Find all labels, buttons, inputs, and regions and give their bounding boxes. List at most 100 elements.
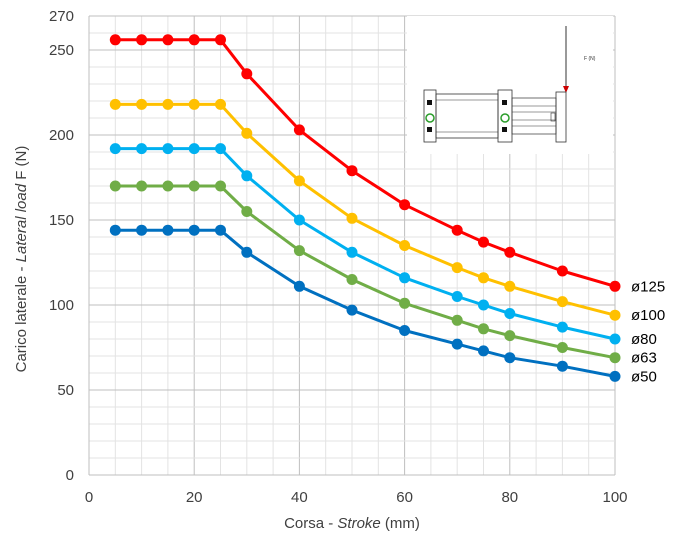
data-point <box>478 299 489 311</box>
data-point <box>215 224 226 236</box>
y-tick-label: 50 <box>57 382 74 399</box>
data-point <box>478 236 489 248</box>
series-ø125 <box>109 34 621 292</box>
port-icon <box>502 100 507 105</box>
force-arrow-head <box>563 86 569 93</box>
data-point <box>136 180 148 192</box>
y-tick-label: 150 <box>49 212 74 229</box>
y-tick-label: 100 <box>49 297 74 314</box>
port-circle-icon <box>500 113 510 123</box>
x-tick-label: 80 <box>501 489 518 506</box>
data-point <box>188 98 200 110</box>
rod-end <box>550 112 556 122</box>
series-label: ø80 <box>631 331 657 348</box>
data-point <box>293 214 305 226</box>
x-tick-label: 20 <box>186 489 203 506</box>
series-label: ø50 <box>631 368 657 385</box>
port-icon <box>427 100 432 105</box>
y-tick-label: 270 <box>49 8 74 25</box>
data-point <box>215 34 226 46</box>
series-label: ø100 <box>631 307 665 324</box>
data-point <box>215 180 226 192</box>
data-point <box>346 212 358 224</box>
data-point <box>451 291 463 302</box>
data-point <box>136 34 148 46</box>
series-ø50 <box>109 224 621 382</box>
x-tick-label: 0 <box>85 489 93 506</box>
data-point <box>451 262 463 274</box>
data-point <box>556 342 568 353</box>
port-circle-icon <box>425 113 435 123</box>
data-point <box>293 175 305 187</box>
data-point <box>399 272 411 284</box>
data-point <box>609 370 621 382</box>
data-point <box>346 246 358 258</box>
y-tick-label: 0 <box>66 467 74 484</box>
data-point <box>215 143 226 155</box>
x-tick-label: 60 <box>396 489 413 506</box>
data-point <box>609 333 621 345</box>
data-point <box>451 224 463 236</box>
data-point <box>451 314 463 326</box>
inset-background <box>407 16 613 154</box>
data-point <box>556 321 568 333</box>
data-point <box>136 98 148 110</box>
data-point <box>504 246 516 258</box>
data-point <box>556 265 568 277</box>
data-point <box>241 246 253 258</box>
data-point <box>188 224 200 236</box>
data-point <box>241 127 253 139</box>
port-icon <box>502 127 507 132</box>
data-point <box>188 143 200 155</box>
x-tick-labels: 0 20 40 60 80 100 <box>85 489 628 506</box>
data-point <box>162 180 174 192</box>
force-label: F (N) <box>584 56 596 62</box>
data-point <box>399 325 411 336</box>
data-point <box>241 206 253 217</box>
data-point <box>109 180 121 192</box>
series-ø63 <box>109 180 621 364</box>
data-point <box>293 124 305 136</box>
data-point <box>188 34 200 46</box>
data-point <box>136 224 148 236</box>
data-point <box>162 98 174 110</box>
data-point <box>293 245 305 257</box>
y-tick-label: 250 <box>49 42 74 59</box>
data-point <box>346 304 358 316</box>
data-point <box>346 274 358 285</box>
data-point <box>136 143 148 155</box>
data-point <box>162 143 174 155</box>
series-layer <box>109 34 621 382</box>
port-icon <box>427 127 432 132</box>
data-point <box>478 323 489 335</box>
data-point <box>609 309 621 321</box>
cylinder-inset-diagram: F (N) <box>407 16 613 154</box>
data-point <box>451 338 463 350</box>
data-point <box>504 280 516 292</box>
data-point <box>609 352 621 364</box>
data-point <box>241 170 253 182</box>
y-tick-label: 200 <box>49 127 74 144</box>
data-point <box>399 240 411 251</box>
data-point <box>188 180 200 192</box>
x-axis-title: Corsa - Stroke (mm) <box>284 515 420 532</box>
data-point <box>241 68 253 80</box>
plot-border <box>88 16 615 476</box>
data-point <box>215 98 226 110</box>
data-point <box>162 224 174 236</box>
front-plate <box>555 91 567 143</box>
data-point <box>346 165 358 177</box>
data-point <box>556 360 568 372</box>
y-axis-title: Carico laterale - Lateral load F (N) <box>13 146 30 373</box>
series-label: ø125 <box>631 278 665 295</box>
series-label: ø63 <box>631 350 657 367</box>
data-point <box>478 272 489 284</box>
data-point <box>556 296 568 308</box>
data-point <box>109 143 121 155</box>
series-ø100 <box>109 98 621 321</box>
data-point <box>399 297 411 309</box>
data-point <box>399 199 411 211</box>
data-point <box>162 34 174 46</box>
